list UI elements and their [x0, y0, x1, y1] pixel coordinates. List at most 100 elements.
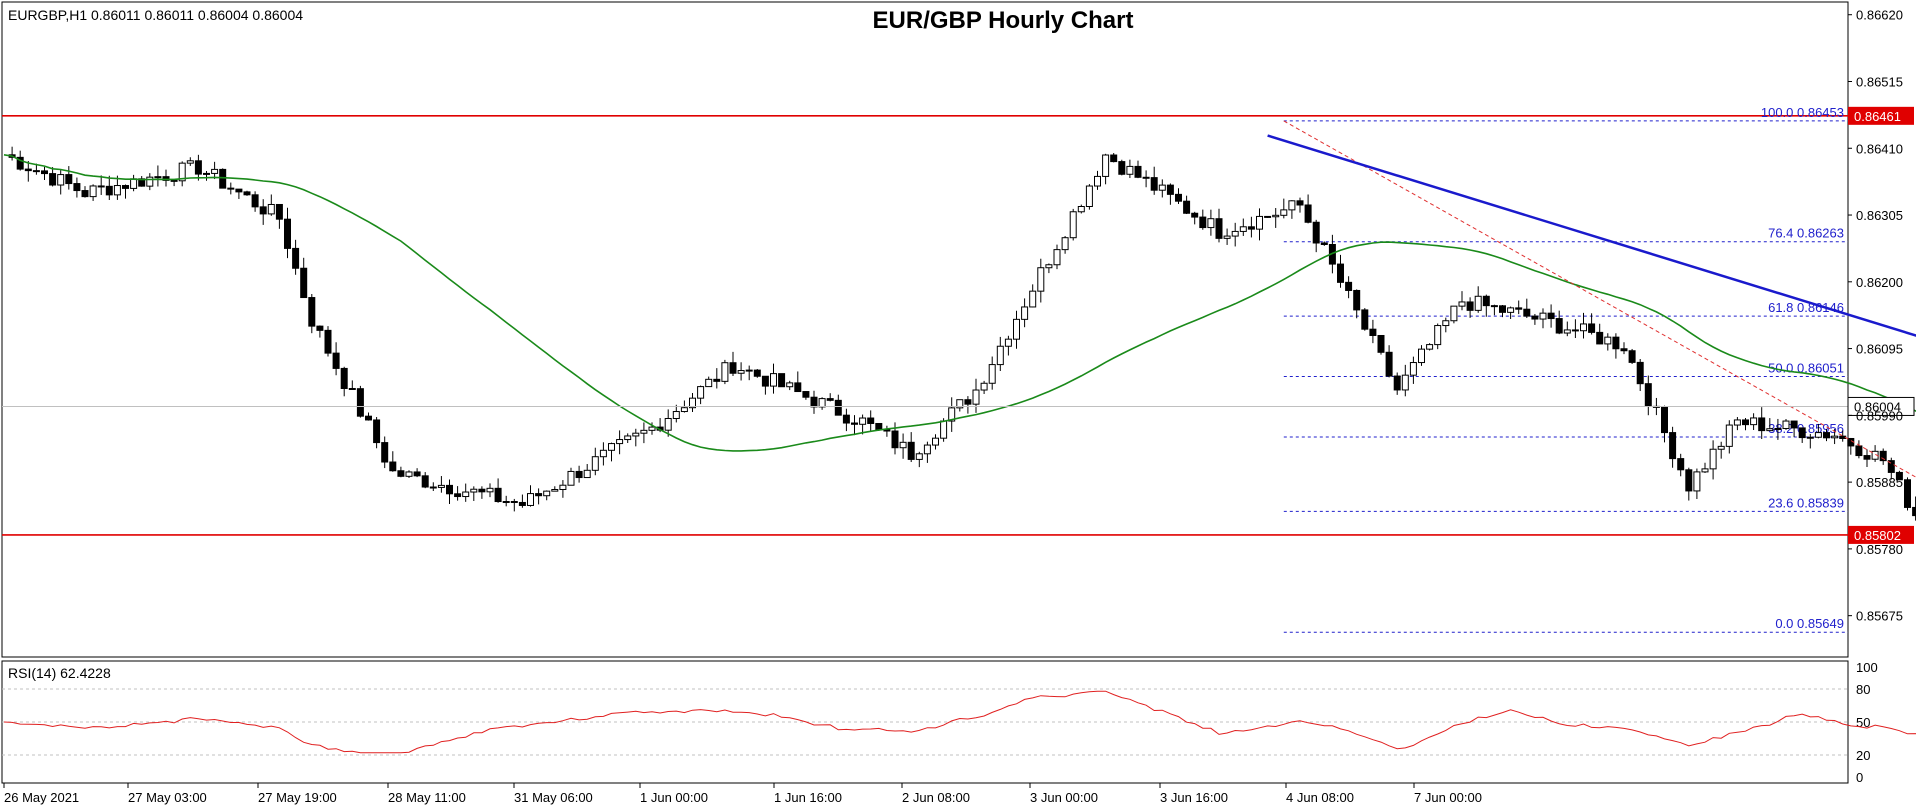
candle — [1118, 159, 1126, 176]
candle-body — [1507, 307, 1515, 313]
price-axis: 0.86461 0.85802 0.86004 0.86620 0.86515 0.864… — [1847, 8, 1915, 624]
candle — [535, 488, 543, 505]
candle — [1863, 449, 1871, 467]
candle — [794, 371, 802, 393]
candle — [486, 483, 494, 498]
candle — [616, 430, 624, 455]
candle-body — [1742, 419, 1749, 426]
candle — [575, 465, 583, 483]
candle-body — [810, 396, 818, 408]
horizontal-levels — [2, 115, 1848, 536]
candle-body — [518, 501, 526, 506]
candle — [316, 325, 324, 338]
candle-body — [16, 156, 24, 170]
candle-body — [1150, 177, 1158, 191]
candle-body — [1580, 323, 1587, 332]
x-tick-label: 2 Jun 08:00 — [902, 790, 970, 805]
candle — [340, 366, 348, 397]
candle — [770, 363, 777, 394]
candle-body — [1369, 328, 1377, 336]
candle — [1272, 208, 1280, 228]
candle — [583, 464, 591, 479]
candle — [1304, 194, 1312, 224]
candle — [1312, 219, 1320, 253]
candle — [907, 432, 915, 463]
candle — [1733, 417, 1741, 431]
candle-body — [494, 487, 502, 503]
candle — [186, 157, 194, 166]
candle-body — [1685, 469, 1693, 492]
candle — [1758, 407, 1766, 440]
candle — [8, 146, 16, 161]
candle — [1515, 300, 1523, 315]
candle-body — [826, 398, 834, 401]
candle-body — [1142, 176, 1150, 179]
candle-body — [640, 429, 648, 434]
candle-body — [1547, 312, 1555, 320]
candle-body — [1474, 295, 1482, 311]
candle-body — [267, 203, 275, 215]
candle — [454, 486, 462, 501]
candle-body — [543, 490, 551, 497]
candle — [786, 380, 794, 391]
candle — [1377, 334, 1385, 355]
candle-body — [923, 444, 931, 455]
candle-body — [170, 179, 178, 182]
candle — [810, 390, 818, 414]
candle — [923, 441, 931, 463]
candle-body — [1231, 230, 1239, 237]
candle — [348, 380, 356, 390]
candles — [8, 146, 1916, 521]
candle-body — [599, 449, 607, 458]
candle — [1004, 335, 1012, 356]
candle — [1507, 306, 1515, 319]
candle-body — [729, 362, 737, 374]
rsi-axis-label: 0 — [1856, 770, 1863, 785]
candle — [1045, 263, 1053, 274]
candle — [162, 169, 170, 187]
candle — [1644, 375, 1652, 416]
candle — [510, 498, 518, 512]
candle — [1199, 209, 1207, 230]
candle — [292, 239, 300, 275]
candle — [1337, 254, 1344, 288]
candle — [932, 434, 939, 450]
y-tick-label: 0.85675 — [1856, 609, 1903, 624]
candle — [1458, 291, 1466, 311]
candle-body — [1515, 307, 1523, 310]
candle-body — [1912, 506, 1916, 517]
candle — [1223, 228, 1231, 245]
candle-body — [65, 174, 73, 185]
candle — [1207, 209, 1215, 236]
candle — [1142, 170, 1150, 188]
candle-body — [1709, 448, 1717, 470]
candle-body — [859, 417, 867, 425]
candle-body — [1102, 154, 1110, 177]
candle-body — [1596, 331, 1604, 345]
candle — [478, 486, 486, 499]
candle — [956, 399, 964, 412]
candle-body — [1677, 458, 1685, 471]
candle-body — [1636, 361, 1644, 385]
candle — [608, 442, 615, 462]
candle-body — [41, 170, 48, 175]
candle — [1029, 284, 1037, 308]
y-tick-label: 0.85885 — [1856, 475, 1903, 490]
candle — [1766, 418, 1774, 432]
candle — [1442, 317, 1450, 333]
candle — [1547, 304, 1555, 328]
candle — [421, 472, 429, 489]
candle-body — [510, 501, 518, 504]
candle-body — [73, 183, 81, 192]
candle — [1094, 170, 1101, 190]
candle-body — [575, 470, 583, 479]
candle-body — [1717, 445, 1725, 450]
candle — [1320, 241, 1328, 246]
candle — [194, 154, 202, 181]
candle-body — [567, 470, 575, 486]
candle — [1393, 372, 1401, 395]
candle — [737, 362, 745, 381]
candle — [146, 173, 154, 191]
candle-body — [1879, 450, 1887, 462]
